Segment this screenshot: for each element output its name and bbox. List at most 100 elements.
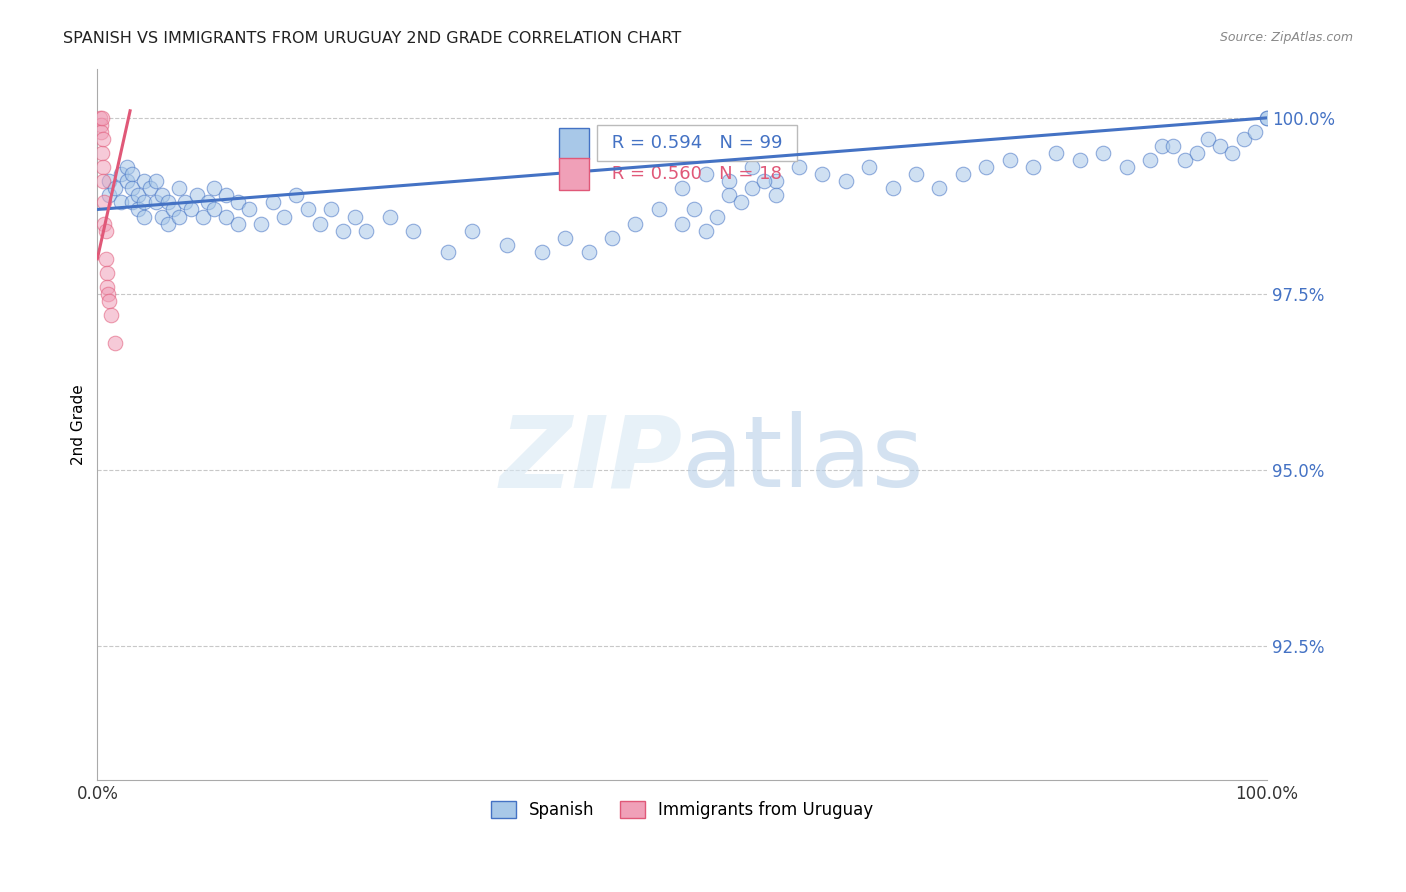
Point bbox=[273, 210, 295, 224]
Point bbox=[145, 174, 167, 188]
Point bbox=[91, 160, 114, 174]
Point bbox=[91, 174, 114, 188]
Point bbox=[121, 195, 143, 210]
Point bbox=[162, 202, 184, 217]
Point bbox=[717, 174, 740, 188]
Point bbox=[495, 237, 517, 252]
Point bbox=[858, 160, 880, 174]
Point bbox=[94, 224, 117, 238]
Point bbox=[98, 294, 121, 309]
Point bbox=[752, 174, 775, 188]
Point bbox=[89, 111, 111, 125]
Point bbox=[150, 188, 173, 202]
Point bbox=[1256, 111, 1278, 125]
Point bbox=[110, 167, 132, 181]
Point bbox=[121, 167, 143, 181]
Point bbox=[96, 280, 118, 294]
Point bbox=[882, 181, 904, 195]
Text: R = 0.560   N = 18: R = 0.560 N = 18 bbox=[606, 165, 787, 183]
Point bbox=[530, 244, 553, 259]
Point bbox=[1150, 139, 1173, 153]
Point bbox=[998, 153, 1021, 168]
Point bbox=[1256, 111, 1278, 125]
Point bbox=[787, 160, 810, 174]
Point bbox=[1185, 146, 1208, 161]
Point bbox=[952, 167, 974, 181]
Point bbox=[928, 181, 950, 195]
Point bbox=[174, 195, 197, 210]
Point bbox=[1220, 146, 1243, 161]
Point bbox=[90, 118, 112, 132]
Point bbox=[730, 195, 752, 210]
Text: R = 0.594   N = 99: R = 0.594 N = 99 bbox=[606, 135, 789, 153]
Point bbox=[250, 217, 273, 231]
Point bbox=[460, 224, 482, 238]
FancyBboxPatch shape bbox=[560, 158, 589, 189]
Point bbox=[741, 181, 763, 195]
Point bbox=[91, 111, 114, 125]
Point bbox=[671, 181, 693, 195]
Point bbox=[145, 195, 167, 210]
Point bbox=[104, 336, 127, 351]
Point bbox=[1139, 153, 1161, 168]
Point bbox=[180, 202, 202, 217]
Point bbox=[905, 167, 928, 181]
Point bbox=[215, 210, 238, 224]
Point bbox=[297, 202, 319, 217]
Point bbox=[156, 217, 179, 231]
Point bbox=[90, 125, 112, 139]
Point bbox=[110, 195, 132, 210]
Point bbox=[127, 202, 149, 217]
Point bbox=[197, 195, 219, 210]
Point bbox=[262, 195, 284, 210]
Text: Source: ZipAtlas.com: Source: ZipAtlas.com bbox=[1219, 31, 1353, 45]
Point bbox=[134, 195, 156, 210]
Point bbox=[98, 174, 121, 188]
Point bbox=[648, 202, 671, 217]
Point bbox=[554, 230, 576, 244]
Point bbox=[624, 217, 647, 231]
Point bbox=[167, 210, 190, 224]
Point bbox=[238, 202, 260, 217]
Point bbox=[100, 308, 122, 322]
Text: atlas: atlas bbox=[682, 411, 924, 508]
Point bbox=[308, 217, 330, 231]
Point bbox=[167, 181, 190, 195]
Point bbox=[682, 202, 704, 217]
Point bbox=[378, 210, 401, 224]
Point bbox=[191, 210, 214, 224]
FancyBboxPatch shape bbox=[560, 128, 589, 159]
Point bbox=[1163, 139, 1185, 153]
Point bbox=[104, 181, 127, 195]
Point bbox=[578, 244, 600, 259]
Point bbox=[974, 160, 997, 174]
Point bbox=[186, 188, 208, 202]
Point bbox=[765, 188, 787, 202]
Point bbox=[356, 224, 378, 238]
Point bbox=[402, 224, 425, 238]
Point bbox=[97, 287, 120, 301]
Point bbox=[150, 210, 173, 224]
Point bbox=[1069, 153, 1091, 168]
Point bbox=[811, 167, 834, 181]
Point bbox=[1244, 125, 1267, 139]
Point bbox=[741, 160, 763, 174]
Point bbox=[1022, 160, 1045, 174]
Point bbox=[134, 210, 156, 224]
Point bbox=[215, 188, 238, 202]
Point bbox=[600, 230, 623, 244]
Point bbox=[1092, 146, 1115, 161]
Point bbox=[321, 202, 343, 217]
Legend: Spanish, Immigrants from Uruguay: Spanish, Immigrants from Uruguay bbox=[484, 794, 880, 825]
Point bbox=[94, 252, 117, 266]
Point bbox=[332, 224, 354, 238]
Text: ZIP: ZIP bbox=[499, 411, 682, 508]
Point bbox=[134, 174, 156, 188]
Point bbox=[115, 160, 138, 174]
Point bbox=[1115, 160, 1137, 174]
Point bbox=[285, 188, 308, 202]
Point bbox=[91, 132, 114, 146]
Point bbox=[1045, 146, 1067, 161]
Point bbox=[437, 244, 460, 259]
Point bbox=[226, 195, 249, 210]
